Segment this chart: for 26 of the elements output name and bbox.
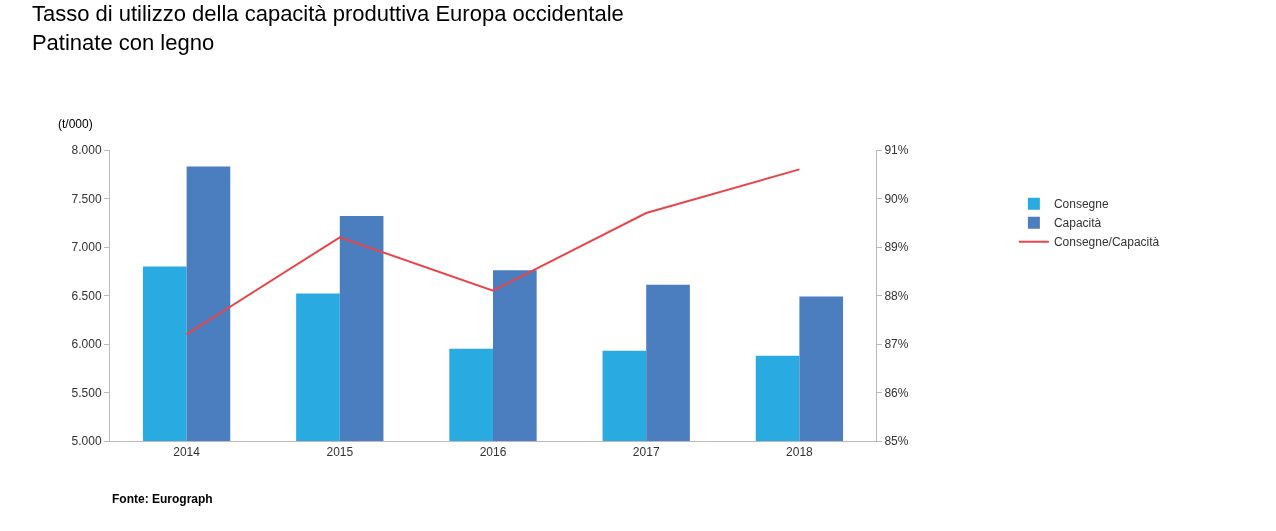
x-tick-label: 2017: [632, 445, 660, 460]
y2-tick-label: 86%: [884, 385, 909, 400]
y-tick-label: 6.000: [71, 337, 102, 352]
x-tick-label: 2014: [173, 445, 201, 460]
y2-tick-label: 91%: [884, 143, 909, 158]
x-tick-label: 2018: [786, 445, 814, 460]
y-tick-label: 8.000: [71, 143, 102, 158]
y-tick-label: 6.500: [71, 288, 102, 303]
y2-tick-label: 85%: [884, 434, 909, 449]
y-tick-label: 5.500: [71, 385, 102, 400]
chart-title: Tasso di utilizzo della capacità produttiva Europa occidentale Patinate con legno: [31, 1, 624, 55]
y2-tick-label: 87%: [884, 337, 909, 352]
y-tick-label: 5.000: [71, 434, 102, 449]
source-note: Fonte: Eurograph: [112, 492, 213, 506]
y-tick-label: 7.000: [71, 240, 102, 255]
y-axis-title: (t/000): [58, 117, 93, 131]
legend-label: Capacità: [1053, 216, 1102, 231]
legend-label: Consegne: [1053, 197, 1109, 212]
line-series: [185, 168, 801, 336]
x-tick-label: 2015: [326, 445, 354, 460]
y-tick-label: 7.500: [71, 191, 102, 206]
y2-tick-label: 90%: [884, 191, 909, 206]
y2-tick-label: 89%: [884, 240, 909, 255]
legend-label: Consegne/Capacità: [1053, 235, 1160, 250]
y2-tick-label: 88%: [884, 288, 909, 303]
x-tick-label: 2016: [479, 445, 507, 460]
